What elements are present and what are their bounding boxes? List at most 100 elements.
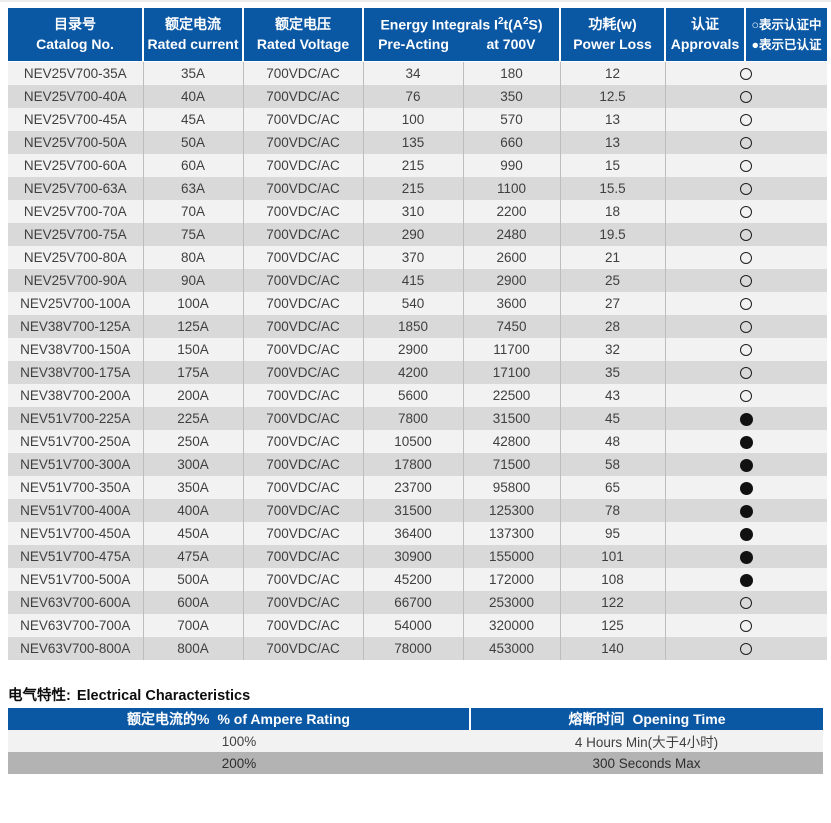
- power-loss-cell: 25: [560, 269, 666, 292]
- at-700v-cell: 71500: [463, 453, 561, 476]
- table-row: NEV25V700-45A 45A 700VDC/AC 100 570 13: [8, 108, 827, 131]
- header-ampere-rating-zh: 额定电流的%: [127, 711, 210, 727]
- header-opening-time: 熔断时间 Opening Time: [470, 708, 823, 730]
- current-cell: 40A: [143, 85, 244, 108]
- header-approvals-zh: 认证: [691, 15, 719, 32]
- table-row: NEV25V700-80A 80A 700VDC/AC 370 2600 21: [8, 246, 827, 269]
- approval-cell: [665, 177, 827, 200]
- legend-certified: ●表示已认证: [751, 37, 822, 52]
- header-opening-time-en: Opening Time: [632, 711, 726, 727]
- power-loss-cell: 32: [560, 338, 666, 361]
- catalog-cell: NEV25V700-70A: [8, 200, 144, 223]
- at-700v-cell: 660: [463, 131, 561, 154]
- current-cell: 125A: [143, 315, 244, 338]
- section-title-en: Electrical Characteristics: [76, 688, 251, 704]
- approval-cell: [665, 85, 827, 108]
- header-rated-current-zh: 额定电流: [165, 15, 221, 32]
- power-loss-cell: 108: [560, 568, 666, 591]
- voltage-cell: 700VDC/AC: [243, 522, 364, 545]
- pre-acting-cell: 415: [363, 269, 464, 292]
- power-loss-cell: 19.5: [560, 223, 666, 246]
- power-loss-cell: 15.5: [560, 177, 666, 200]
- pre-acting-cell: 290: [363, 223, 464, 246]
- pre-acting-cell: 34: [363, 61, 464, 85]
- catalog-cell: NEV25V700-100A: [8, 292, 144, 315]
- approval-cell: [665, 614, 827, 637]
- pre-acting-cell: 370: [363, 246, 464, 269]
- table-row: NEV25V700-35A 35A 700VDC/AC 34 180 12: [8, 61, 827, 85]
- at-700v-cell: 570: [463, 108, 561, 131]
- catalog-cell: NEV51V700-300A: [8, 453, 144, 476]
- approval-pending-icon: [740, 620, 753, 633]
- at-700v-cell: 2480: [463, 223, 561, 246]
- table-row: NEV63V700-700A 700A 700VDC/AC 54000 320000 12…: [8, 614, 827, 637]
- pre-acting-cell: 17800: [363, 453, 464, 476]
- power-loss-cell: 18: [560, 200, 666, 223]
- table-row: NEV51V700-500A 500A 700VDC/AC 45200 172000 10…: [8, 568, 827, 591]
- electrical-characteristics-table: 额定电流的% % of Ampere Rating 熔断时间 Opening Tim…: [8, 708, 823, 774]
- table-row: NEV51V700-250A 250A 700VDC/AC 10500 42800 48: [8, 430, 827, 453]
- current-cell: 75A: [143, 223, 244, 246]
- power-loss-cell: 45: [560, 407, 666, 430]
- power-loss-cell: 35: [560, 361, 666, 384]
- approval-certified-icon: [739, 527, 753, 541]
- current-cell: 300A: [143, 453, 244, 476]
- voltage-cell: 700VDC/AC: [243, 338, 364, 361]
- at-700v-cell: 2600: [463, 246, 561, 269]
- table-row: NEV51V700-300A 300A 700VDC/AC 17800 71500 58: [8, 453, 827, 476]
- current-cell: 45A: [143, 108, 244, 131]
- at-700v-cell: 7450: [463, 315, 561, 338]
- approval-cell: [665, 315, 827, 338]
- current-cell: 150A: [143, 338, 244, 361]
- table-row: NEV51V700-350A 350A 700VDC/AC 23700 95800 65: [8, 476, 827, 499]
- catalog-cell: NEV63V700-800A: [8, 637, 144, 660]
- approval-cell: [665, 338, 827, 361]
- current-cell: 475A: [143, 545, 244, 568]
- table-row: NEV38V700-125A 125A 700VDC/AC 1850 7450 28: [8, 315, 827, 338]
- voltage-cell: 700VDC/AC: [243, 637, 364, 660]
- approval-cell: [665, 384, 827, 407]
- legend-pending: ○表示认证中: [751, 17, 822, 32]
- pre-acting-cell: 23700: [363, 476, 464, 499]
- pre-acting-cell: 540: [363, 292, 464, 315]
- header-catalog-en: Catalog No.: [36, 35, 114, 52]
- current-cell: 63A: [143, 177, 244, 200]
- approval-cell: [665, 223, 827, 246]
- pre-acting-cell: 310: [363, 200, 464, 223]
- catalog-cell: NEV38V700-175A: [8, 361, 144, 384]
- catalog-cell: NEV51V700-225A: [8, 407, 144, 430]
- approval-cell: [665, 591, 827, 614]
- catalog-cell: NEV51V700-450A: [8, 522, 144, 545]
- power-loss-cell: 101: [560, 545, 666, 568]
- power-loss-cell: 125: [560, 614, 666, 637]
- table-row: NEV25V700-90A 90A 700VDC/AC 415 2900 25: [8, 269, 827, 292]
- voltage-cell: 700VDC/AC: [243, 568, 364, 591]
- header-catalog-zh: 目录号: [54, 15, 96, 32]
- table-row: NEV25V700-50A 50A 700VDC/AC 135 660 13: [8, 131, 827, 154]
- current-cell: 225A: [143, 407, 244, 430]
- approval-pending-icon: [740, 206, 753, 219]
- pre-acting-cell: 100: [363, 108, 464, 131]
- power-loss-cell: 58: [560, 453, 666, 476]
- at-700v-cell: 95800: [463, 476, 561, 499]
- header-energy-integrals: Energy Integrals I2t(A2S) Pre-Acting at …: [363, 8, 561, 62]
- voltage-cell: 700VDC/AC: [243, 499, 364, 522]
- voltage-cell: 700VDC/AC: [243, 614, 364, 637]
- at-700v-cell: 2200: [463, 200, 561, 223]
- header-energy-title: Energy Integrals I2t(A2S): [380, 15, 543, 33]
- catalog-cell: NEV25V700-90A: [8, 269, 144, 292]
- current-cell: 90A: [143, 269, 244, 292]
- at-700v-cell: 31500: [463, 407, 561, 430]
- approval-cell: [665, 522, 827, 545]
- at-700v-cell: 155000: [463, 545, 561, 568]
- section-title-zh: 电气特性:: [8, 688, 71, 704]
- voltage-cell: 700VDC/AC: [243, 545, 364, 568]
- current-cell: 50A: [143, 131, 244, 154]
- table-row: NEV25V700-60A 60A 700VDC/AC 215 990 15: [8, 154, 827, 177]
- at-700v-cell: 253000: [463, 591, 561, 614]
- catalog-cell: NEV63V700-700A: [8, 614, 144, 637]
- pre-acting-cell: 4200: [363, 361, 464, 384]
- pre-acting-cell: 31500: [363, 499, 464, 522]
- opening-time-cell: 4 Hours Min(大于4小时): [470, 730, 823, 752]
